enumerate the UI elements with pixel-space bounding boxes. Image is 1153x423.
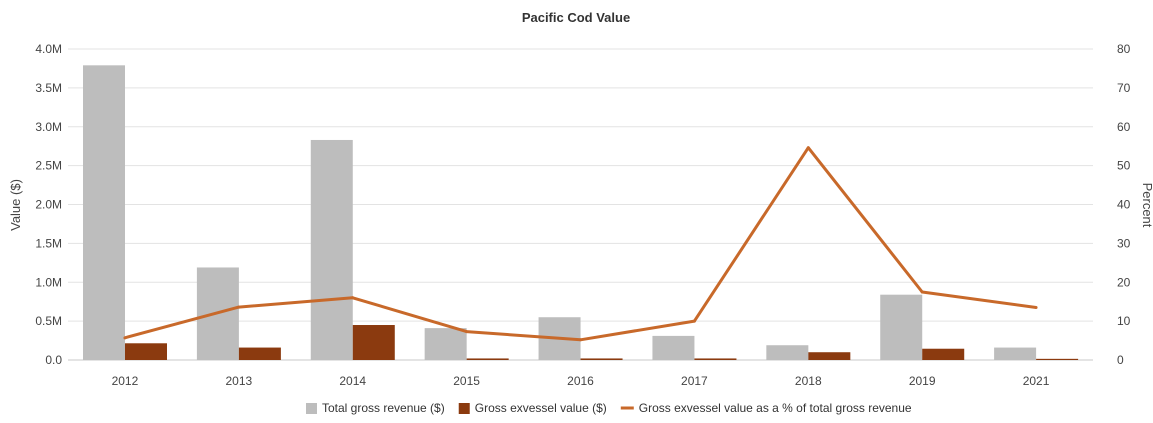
legend-swatch: [306, 403, 317, 414]
x-tick-label: 2019: [909, 374, 936, 388]
x-tick-label: 2015: [453, 374, 480, 388]
axis-ticks: 0.0 0 0.5M 10 1.0M 20 1.5M 30 2.0M 40 2.5M 50 3.0M 60…: [35, 42, 1130, 388]
bar: [694, 358, 737, 360]
x-tick-label: 2018: [795, 374, 822, 388]
bar: [83, 65, 125, 360]
legend-item: Total gross revenue ($): [306, 401, 445, 415]
x-tick-label: 2021: [1023, 374, 1050, 388]
bar: [922, 348, 965, 360]
legend-label: Gross exvessel value ($): [475, 401, 607, 415]
y-tick-label: 3.5M: [35, 81, 62, 95]
y2-tick-label: 10: [1117, 314, 1131, 328]
bar: [424, 328, 467, 360]
bar: [766, 345, 809, 360]
line-point: [351, 296, 355, 300]
line-point: [806, 146, 810, 150]
bar: [1036, 358, 1079, 360]
bar: [352, 325, 395, 360]
y-axis-title: Value ($): [8, 179, 23, 231]
line-point: [579, 338, 582, 342]
x-tick-label: 2014: [339, 374, 366, 388]
y-tick-label: 1.5M: [35, 236, 62, 250]
bar: [808, 352, 851, 360]
line-point: [692, 319, 696, 323]
bars: [83, 65, 1079, 360]
bar: [994, 347, 1037, 360]
y-tick-label: 3.0M: [35, 120, 62, 134]
line-point: [237, 305, 241, 309]
legend-item: Gross exvessel value ($): [458, 401, 607, 415]
x-tick-label: 2012: [112, 374, 139, 388]
bar: [466, 358, 509, 360]
legend-label: Total gross revenue ($): [322, 401, 445, 415]
line-point: [465, 330, 469, 334]
legend-item: Gross exvessel value as a % of total gro…: [620, 401, 912, 415]
percent-line: [123, 146, 1038, 342]
y2-axis-title: Percent: [1140, 183, 1153, 228]
bar: [125, 343, 167, 360]
y-tick-label: 4.0M: [35, 42, 62, 56]
bar: [880, 294, 923, 360]
y-tick-label: 0.5M: [35, 314, 62, 328]
line-point: [123, 336, 127, 340]
legend-label: Gross exvessel value as a % of total gro…: [639, 401, 912, 415]
x-tick-label: 2016: [567, 374, 594, 388]
bar: [652, 335, 695, 360]
y2-tick-label: 60: [1117, 120, 1131, 134]
x-tick-label: 2017: [681, 374, 708, 388]
bar: [580, 358, 623, 360]
line-point: [1034, 306, 1038, 310]
y2-tick-label: 40: [1117, 198, 1131, 212]
legend-swatch: [458, 403, 470, 414]
y2-tick-label: 20: [1117, 275, 1131, 289]
y-tick-label: 1.0M: [35, 275, 62, 289]
y2-tick-label: 0: [1117, 353, 1124, 367]
legend: Total gross revenue ($) Gross exvessel va…: [306, 401, 912, 415]
y2-tick-label: 70: [1117, 81, 1131, 95]
y-tick-label: 2.0M: [35, 198, 62, 212]
bar: [238, 347, 281, 360]
y2-tick-label: 50: [1117, 159, 1131, 173]
y-tick-label: 2.5M: [35, 159, 62, 173]
y2-tick-label: 80: [1117, 42, 1131, 56]
y2-tick-label: 30: [1117, 236, 1131, 250]
chart-title: Pacific Cod Value: [522, 10, 630, 25]
bar: [310, 139, 353, 360]
x-tick-label: 2013: [225, 374, 252, 388]
line-point: [920, 290, 924, 294]
y-tick-label: 0.0: [45, 353, 62, 367]
